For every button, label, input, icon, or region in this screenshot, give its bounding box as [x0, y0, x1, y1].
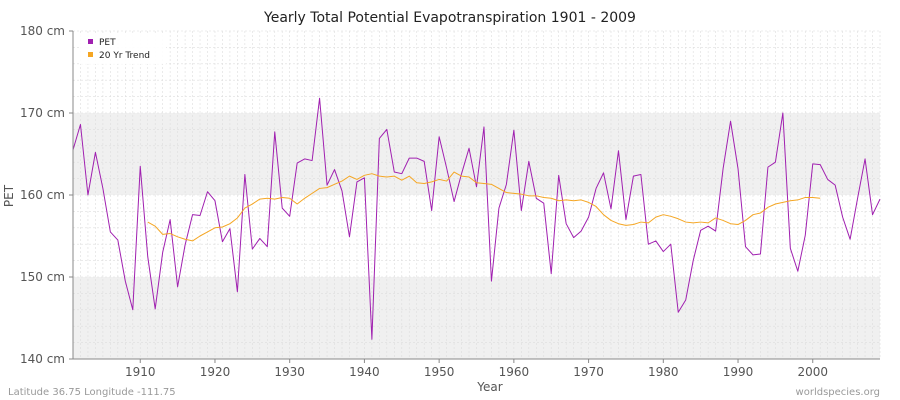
y-tick-label: 150 cm: [20, 270, 65, 284]
pet-series-line: [72, 97, 881, 340]
chart-title: Yearly Total Potential Evapotranspiratio…: [263, 10, 636, 26]
x-tick-label: 1920: [200, 365, 231, 379]
footer-source: worldspecies.org: [796, 387, 880, 398]
x-tick-label: 1940: [349, 365, 380, 379]
plot-band: [73, 277, 880, 359]
x-tick-label: 2000: [797, 365, 828, 379]
x-tick-label: 1970: [573, 365, 604, 379]
x-tick-label: 1950: [424, 365, 455, 379]
footer-location: Latitude 36.75 Longitude -111.75: [8, 387, 176, 398]
legend-box: [80, 34, 166, 64]
x-tick-label: 1980: [648, 365, 679, 379]
legend-label-trend: 20 Yr Trend: [99, 51, 150, 61]
y-axis-label: PET: [2, 184, 16, 207]
legend-swatch-trend: [88, 52, 93, 57]
plot-band: [73, 113, 880, 195]
trend-series-line: [147, 171, 821, 242]
x-tick-label: 1910: [125, 365, 156, 379]
series-lines: [72, 97, 881, 340]
axes: 140 cm 150 cm 160 cm 170 cm 180 cm 1910 1920 19…: [20, 24, 880, 379]
legend-label-pet: PET: [99, 38, 116, 48]
x-tick-label: 1930: [274, 365, 305, 379]
y-tick-label: 160 cm: [20, 188, 65, 202]
y-tick-label: 180 cm: [20, 24, 65, 38]
x-axis-label: Year: [476, 380, 502, 394]
y-tick-label: 140 cm: [20, 352, 65, 366]
legend-swatch-pet: [88, 39, 93, 44]
x-tick-label: 1960: [499, 365, 530, 379]
x-tick-label: 1990: [723, 365, 754, 379]
legend: PET 20 Yr Trend: [80, 34, 166, 64]
y-tick-label: 170 cm: [20, 106, 65, 120]
